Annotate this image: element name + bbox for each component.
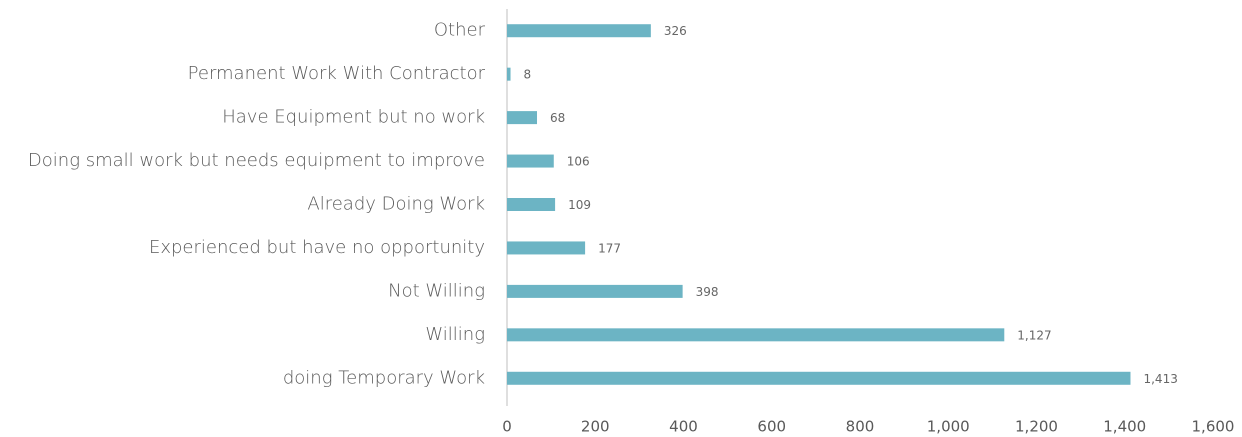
bar <box>507 328 1005 342</box>
value-label: 8 <box>524 68 532 82</box>
value-label: 1,127 <box>1017 328 1051 342</box>
value-label: 326 <box>664 24 687 38</box>
x-tick-label: 0 <box>502 418 512 436</box>
x-tick-label: 1,400 <box>1103 418 1146 436</box>
category-label: Other <box>434 20 486 41</box>
value-label: 106 <box>567 155 590 169</box>
bar <box>507 284 683 298</box>
bar <box>507 241 586 255</box>
value-label: 177 <box>598 241 621 255</box>
value-label: 1,413 <box>1143 372 1177 386</box>
bar <box>507 154 554 168</box>
category-label: Experienced but have no opportunity <box>149 237 485 258</box>
bar <box>507 67 511 81</box>
category-label: Willing <box>425 324 485 345</box>
bar <box>507 198 556 211</box>
x-tick-label: 1,200 <box>1015 418 1058 436</box>
category-label: Doing small work but needs equipment to … <box>28 150 485 171</box>
x-tick-label: 400 <box>669 418 698 436</box>
value-label: 68 <box>550 111 565 125</box>
x-tick-label: 800 <box>846 418 875 436</box>
category-label: Not Willing <box>388 280 485 301</box>
category-label: Have Equipment but no work <box>222 107 485 128</box>
category-label: Permanent Work With Contractor <box>188 63 486 84</box>
x-tick-label: 1,600 <box>1192 418 1235 436</box>
x-tick-label: 600 <box>757 418 786 436</box>
x-tick-label: 200 <box>581 418 610 436</box>
value-label: 109 <box>568 198 591 212</box>
x-tick-label: 1,000 <box>927 418 970 436</box>
bar <box>507 111 538 125</box>
value-label: 398 <box>696 285 719 299</box>
bar <box>507 24 651 38</box>
category-label: doing Temporary Work <box>283 367 485 388</box>
bar <box>507 371 1131 385</box>
category-label: Already Doing Work <box>307 194 485 215</box>
